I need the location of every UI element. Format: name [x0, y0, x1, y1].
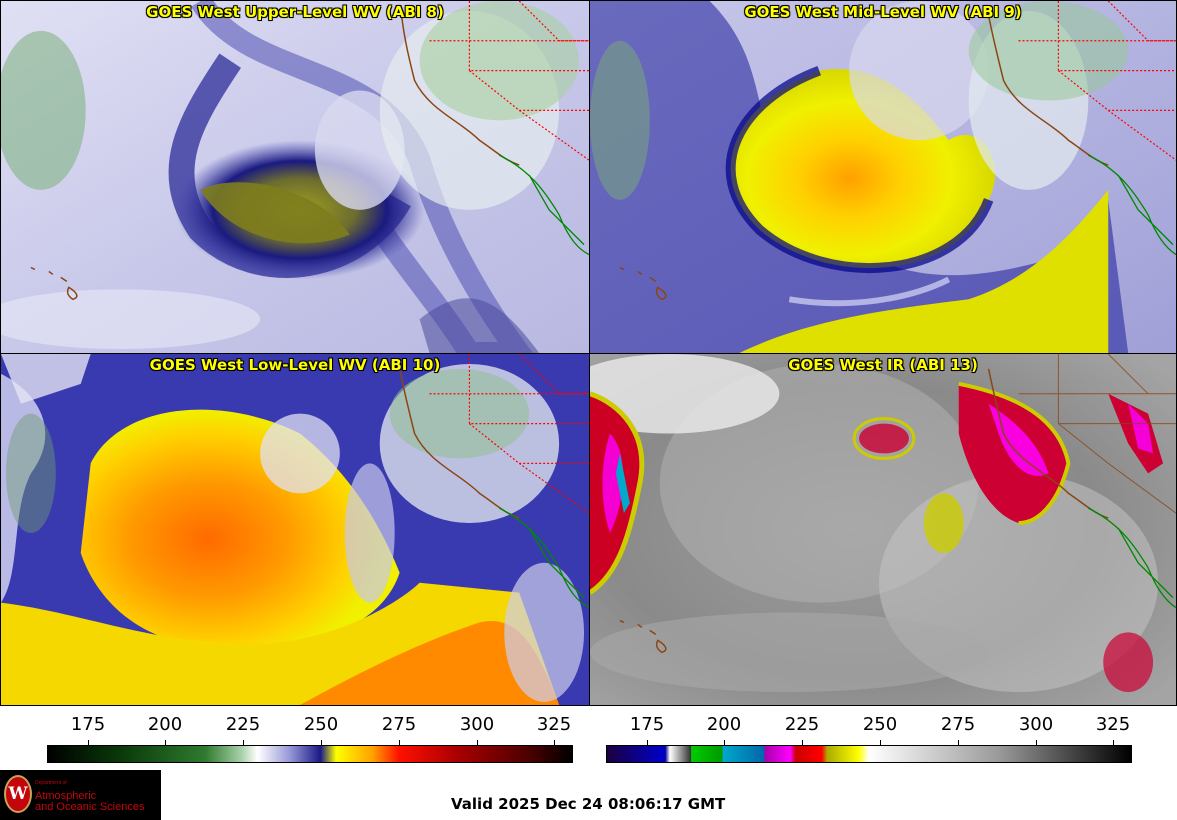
wv-tick-mark: [88, 740, 89, 745]
aos-logo: W Department of Atmospheric and Oceanic …: [0, 770, 161, 820]
mid-level-wv-image: [590, 1, 1176, 353]
wv-tick-label: 275: [381, 714, 417, 735]
ir-tick-mark: [1036, 740, 1037, 745]
ir-color-scale: 175 200 225 250 275 300 325: [606, 706, 1132, 766]
upper-level-wv-image: [1, 1, 589, 353]
panel-title: GOES West IR (ABI 13): [788, 356, 978, 374]
ir-tick-label: 250: [862, 714, 898, 735]
panel-title: GOES West Mid-Level WV (ABI 9): [744, 3, 1022, 21]
panel-title: GOES West Low-Level WV (ABI 10): [149, 356, 441, 374]
ir-tick-mark: [880, 740, 881, 745]
ir-tick-mark: [958, 740, 959, 745]
wv-tick-mark: [399, 740, 400, 745]
wv-tick-mark: [477, 740, 478, 745]
ir-tick-mark: [802, 740, 803, 745]
logo-name-text: Atmospheric and Oceanic Sciences: [35, 790, 145, 813]
valid-time: Valid 2025 Dec 24 08:06:17 GMT: [451, 795, 726, 813]
panel-title: GOES West Upper-Level WV (ABI 8): [146, 3, 444, 21]
wv-tick-label: 200: [147, 714, 183, 735]
ir-tick-mark: [724, 740, 725, 745]
low-level-wv-panel: GOES West Low-Level WV (ABI 10): [0, 353, 590, 706]
low-level-wv-image: [1, 354, 589, 705]
mid-level-wv-panel: GOES West Mid-Level WV (ABI 9): [589, 0, 1177, 354]
ir-tick-mark: [1113, 740, 1114, 745]
logo-department-text: Department of: [35, 780, 67, 786]
wv-colorbar: [47, 745, 573, 763]
ir-tick-label: 325: [1095, 714, 1131, 735]
ir-panel: GOES West IR (ABI 13): [589, 353, 1177, 706]
ir-tick-mark: [647, 740, 648, 745]
wv-tick-label: 175: [70, 714, 106, 735]
ir-tick-label: 200: [706, 714, 742, 735]
wv-tick-label: 300: [459, 714, 495, 735]
wv-tick-mark: [321, 740, 322, 745]
ir-tick-label: 300: [1018, 714, 1054, 735]
wv-tick-label: 250: [303, 714, 339, 735]
wv-tick-mark: [243, 740, 244, 745]
wv-color-scale: 175 200 225 250 275 300 325: [47, 706, 573, 766]
ir-tick-label: 275: [940, 714, 976, 735]
ir-image: [590, 354, 1176, 705]
uw-seal-icon: W: [4, 775, 32, 813]
wv-tick-mark: [165, 740, 166, 745]
ir-tick-label: 225: [784, 714, 820, 735]
ir-colorbar: [606, 745, 1132, 763]
upper-level-wv-panel: GOES West Upper-Level WV (ABI 8): [0, 0, 590, 354]
wv-tick-label: 225: [225, 714, 261, 735]
ir-tick-label: 175: [629, 714, 665, 735]
wv-tick-label: 325: [536, 714, 572, 735]
wv-tick-mark: [554, 740, 555, 745]
